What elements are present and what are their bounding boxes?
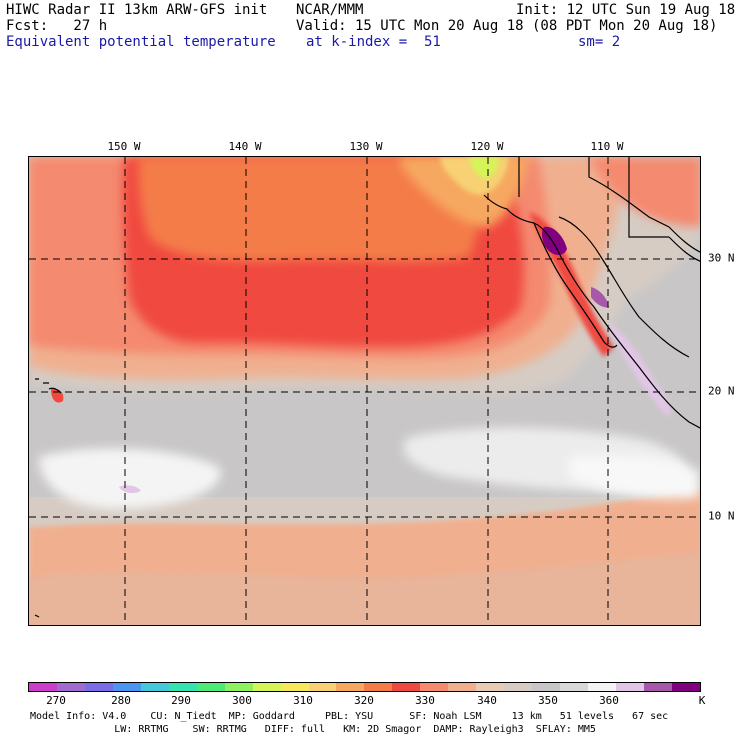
- colorbar-swatch: [560, 683, 589, 691]
- init-time: Init: 12 UTC Sun 19 Aug 18: [516, 2, 736, 18]
- colorbar-label-280: 280: [111, 694, 131, 707]
- colorbar-swatch: [364, 683, 393, 691]
- smoothing-label: sm= 2: [578, 34, 621, 50]
- theta-e-field: [29, 157, 700, 625]
- lon-label-150w: 150 W: [107, 140, 141, 153]
- colorbar-swatch: [84, 683, 113, 691]
- colorbar-swatch: [448, 683, 477, 691]
- colorbar-swatch: [224, 683, 253, 691]
- colorbar-label-350: 350: [538, 694, 558, 707]
- color-bar: [28, 682, 701, 692]
- model-info-line1: Model Info: V4.0 CU: N_Tiedt MP: Goddard…: [30, 711, 669, 722]
- colorbar-swatch: [252, 683, 281, 691]
- model-info-line2: LW: RRTMG SW: RRTMG DIFF: full KM: 2D Sm…: [30, 724, 596, 735]
- lat-label-10n: 10 N: [708, 509, 735, 523]
- lat-label-20n: 20 N: [708, 384, 735, 398]
- lon-label-110w: 110 W: [590, 140, 624, 153]
- theta-e-map: [28, 156, 701, 626]
- colorbar-swatch: [588, 683, 617, 691]
- colorbar-swatch: [280, 683, 309, 691]
- lat-lon-grid: [29, 157, 700, 625]
- colorbar-swatch: [476, 683, 505, 691]
- colorbar-label-300: 300: [232, 694, 252, 707]
- lon-label-140w: 140 W: [228, 140, 262, 153]
- colorbar-swatch: [56, 683, 85, 691]
- lon-label-130w: 130 W: [349, 140, 383, 153]
- colorbar-swatch: [392, 683, 421, 691]
- lat-label-30n: 30 N: [708, 251, 735, 265]
- org-label: NCAR/MMM: [296, 2, 364, 18]
- coastlines: [34, 157, 700, 618]
- colorbar-label-270: 270: [46, 694, 66, 707]
- colorbar-swatch: [112, 683, 141, 691]
- colorbar-label-340: 340: [477, 694, 497, 707]
- colorbar-swatch: [532, 683, 561, 691]
- colorbar-swatch: [671, 683, 700, 691]
- valid-time: Valid: 15 UTC Mon 20 Aug 18 (08 PDT Mon …: [296, 18, 718, 34]
- colorbar-label-290: 290: [171, 694, 191, 707]
- colorbar-swatch: [643, 683, 672, 691]
- colorbar-swatch: [196, 683, 225, 691]
- k-index-label: at k-index = 51: [306, 34, 441, 50]
- field-name: Equivalent potential temperature: [6, 34, 276, 50]
- colorbar-label-320: 320: [354, 694, 374, 707]
- colorbar-swatch: [504, 683, 533, 691]
- colorbar-swatch: [140, 683, 169, 691]
- colorbar-label-360: 360: [599, 694, 619, 707]
- colorbar-label-310: 310: [293, 694, 313, 707]
- model-title: HIWC Radar II 13km ARW-GFS init: [6, 2, 268, 18]
- colorbar-unit: K: [698, 694, 706, 707]
- colorbar-swatch: [336, 683, 365, 691]
- lon-label-120w: 120 W: [470, 140, 504, 153]
- colorbar-swatch: [29, 683, 57, 691]
- colorbar-label-330: 330: [415, 694, 435, 707]
- colorbar-swatch: [616, 683, 644, 691]
- colorbar-swatch: [168, 683, 197, 691]
- colorbar-swatch: [308, 683, 337, 691]
- forecast-hour: Fcst: 27 h: [6, 18, 108, 34]
- colorbar-swatch: [420, 683, 449, 691]
